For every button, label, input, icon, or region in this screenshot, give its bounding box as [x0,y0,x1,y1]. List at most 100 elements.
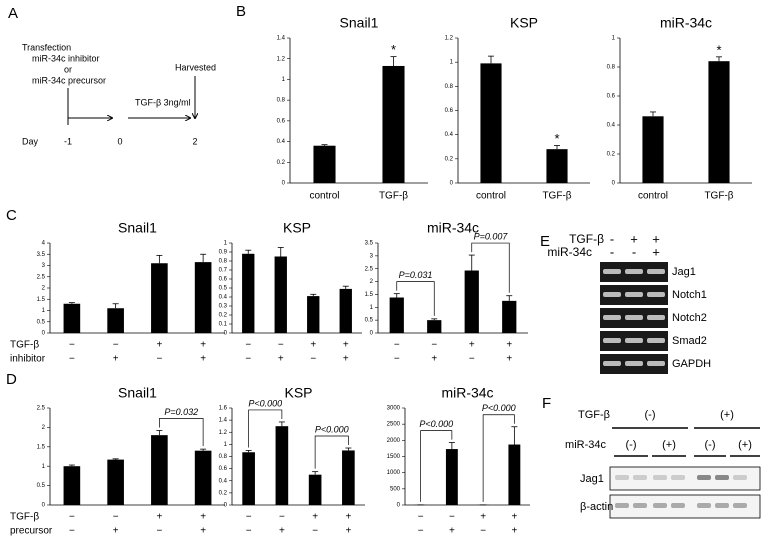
significance: * [391,42,396,57]
blot-band [671,503,685,508]
condition-mark: − [418,512,424,523]
y-tick-label: 2500 [387,422,401,428]
x-tick-label: control [476,191,506,202]
condition-mark: + [310,340,316,351]
x-tick-label: TGF-β [542,191,571,202]
text: 0 [117,136,122,146]
y-tick-label: 0.4 [219,478,228,484]
y-tick-label: 2 [42,286,46,292]
y-tick-label: 500 [390,486,401,492]
band-label: β-actin [580,501,613,513]
bar [339,288,352,333]
condition-mark: + [431,354,437,365]
y-tick-label: 2.5 [37,274,46,280]
timeline: Transfection miR-34c inhibitor or miR-34… [22,42,216,146]
band-label: Smad2 [672,335,707,347]
gel-band [625,292,643,297]
y-tick-label: 3 [370,253,374,259]
y-tick-label: 0.4 [445,132,454,138]
y-tick-label: 1.2 [445,36,454,42]
bar [508,444,521,505]
blot-band [697,475,711,480]
gel-band [603,315,621,320]
row-label: miR-34c [547,245,592,259]
condition-mark: + [343,354,349,365]
blot-band [715,475,729,480]
y-tick-label: 0.5 [37,483,46,489]
y-tick-label: 1.2 [219,430,228,436]
condition-mark: + [200,340,206,351]
condition-mark: + [506,340,512,351]
panel-label: C [6,207,17,224]
condition-mark: − [69,340,75,351]
y-tick-label: 0.1 [219,322,228,328]
blot-band [615,475,629,480]
y-tick-label: 1.5 [37,444,46,450]
condition-mark: − [469,354,475,365]
y-tick-label: 1.5 [37,297,46,303]
y-tick-label: 2 [370,279,374,285]
panel-label: B [236,3,246,20]
y-tick-label: 0.2 [277,160,286,166]
text: -1 [64,136,72,146]
condition-mark: − [245,340,251,351]
text: miR-34c inhibitor [32,53,100,63]
y-tick-label: 0.4 [219,295,228,301]
blot-band [715,503,729,508]
row-label: inhibitor [10,354,46,365]
significance: * [554,131,559,146]
chart-title: Snail1 [118,220,157,236]
bar [194,262,212,333]
bar [242,452,255,505]
row-label: precursor [10,526,53,537]
y-tick-label: 0.8 [219,259,228,265]
bar [107,308,124,333]
y-tick-label: 0.4 [607,123,616,129]
condition-mark: − [246,512,252,523]
y-tick-label: 3000 [387,406,401,412]
group-label: (-) [626,439,637,451]
bar [151,263,168,333]
y-tick-label: 0.8 [445,84,454,90]
y-tick-label: 1500 [387,454,401,460]
gel-band [647,315,665,320]
y-tick-label: 0.5 [37,319,46,325]
gel-band [647,292,665,297]
p-value: P=0.007 [474,231,509,241]
chart-title: Snail1 [118,385,157,401]
gel-band [625,269,643,274]
condition-mark: + [312,512,318,523]
condition-mark: + [279,526,285,537]
bar [274,256,287,333]
bar [480,63,502,183]
y-tick-label: 1.5 [365,292,374,298]
bracket [314,435,349,469]
p-value: P<0.000 [315,424,349,434]
blot-band [733,503,747,508]
gel-band [625,315,643,320]
bar [389,297,404,333]
blot-band [671,475,685,480]
y-tick-label: 0.8 [219,454,228,460]
text: 2 [192,136,197,146]
y-tick-label: 2000 [387,438,401,444]
y-tick-label: 0.2 [219,490,228,496]
condition-mark: + [652,244,660,259]
row-label: TGF-β [578,409,610,421]
text: Harvested [175,62,216,72]
text: Transfection [22,42,71,52]
condition-mark: − [449,512,455,523]
condition-mark: + [511,526,517,537]
group-label: (-) [705,439,716,451]
chart-title: miR-34c [427,220,479,236]
p-value: P<0.000 [482,403,516,413]
chart-title: KSP [284,385,312,401]
y-tick-label: 2 [42,425,46,431]
y-tick-label: 0 [42,503,46,509]
blot [609,466,761,491]
y-tick-label: 1 [42,464,46,470]
condition-mark: − [480,526,486,537]
blot [609,494,761,519]
blot-band [733,475,747,480]
bar [313,145,336,183]
